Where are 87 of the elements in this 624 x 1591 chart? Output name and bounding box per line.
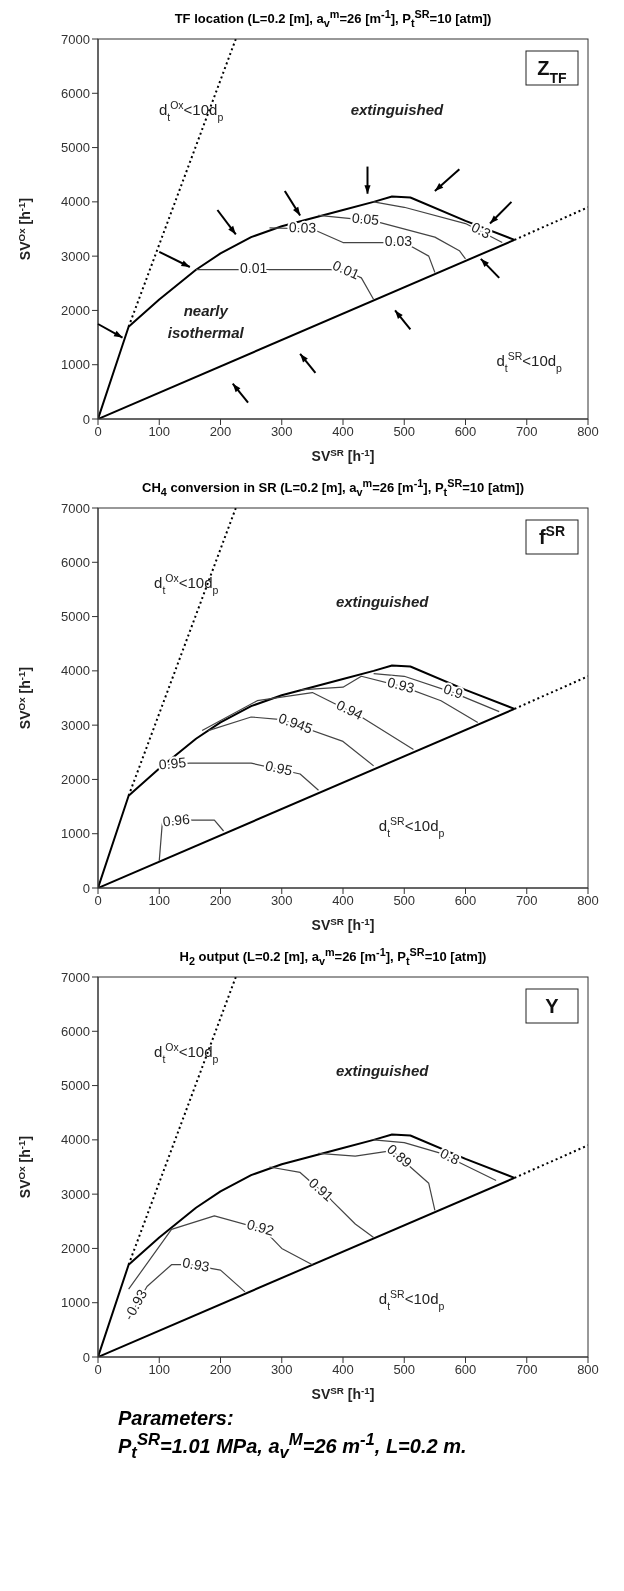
text: 0.96	[161, 810, 191, 830]
annotation: Y	[545, 994, 560, 1017]
text: 0.89	[384, 1140, 416, 1171]
x-tick-label: 700	[515, 424, 538, 440]
y-tick-label: 4000	[61, 663, 90, 679]
x-tick-label: 800	[577, 893, 599, 909]
y-tick-label: 4000	[61, 1132, 90, 1148]
x-tick-label: 0	[94, 1362, 102, 1377]
y-tick-label: 3000	[61, 248, 90, 264]
annotation: nearly isothermal	[167, 302, 245, 342]
x-axis-title: SV$^{SR}$ [h$^{-1}$]	[311, 446, 375, 464]
annotation: extinguished	[335, 1061, 430, 1079]
y-tick-label: 0	[82, 1349, 90, 1365]
text: 0.05	[351, 209, 381, 228]
x-axis-title: SV$^{SR}$ [h$^{-1}$]	[311, 1384, 375, 1402]
annotation: f$^{SR}$	[538, 522, 566, 548]
x-tick-label: 500	[393, 424, 416, 440]
x-tick-label: 300	[270, 893, 293, 909]
annotation: d$_{t}$$^{Ox}$<10d$_{p}$	[154, 1040, 219, 1065]
y-tick-label: 5000	[61, 1077, 90, 1093]
y-tick-label: 2000	[61, 302, 90, 318]
y-tick-label: 1000	[61, 357, 90, 373]
text: 0.93	[181, 1253, 211, 1275]
y-tick-label: 7000	[61, 969, 90, 985]
annotation: d$_{t}$$^{Ox}$<10d$_{p}$	[154, 571, 219, 596]
y-tick-label: 3000	[61, 1186, 90, 1202]
x-tick-label: 100	[148, 893, 171, 909]
text: 0.3	[468, 218, 494, 242]
text: 0.95	[263, 757, 294, 779]
x-tick-label: 100	[148, 1362, 171, 1377]
x-tick-label: 200	[209, 1362, 232, 1377]
x-tick-label: 0	[94, 893, 102, 909]
text: 0.8	[437, 1144, 463, 1168]
text: 0.94	[333, 696, 366, 723]
annotation: extinguished	[335, 592, 430, 610]
x-tick-label: 400	[332, 1362, 354, 1377]
y-tick-label: 3000	[61, 717, 90, 733]
y-tick-label: 1000	[61, 1295, 90, 1311]
x-tick-label: 300	[270, 424, 293, 440]
y-tick-label: 6000	[61, 554, 90, 570]
y-tick-label: 5000	[61, 609, 90, 625]
text: 0.9	[441, 680, 466, 702]
annotation: extinguished	[350, 100, 444, 118]
text: 0.93	[385, 673, 417, 696]
y-tick-label: 7000	[61, 31, 90, 47]
text: Parameters:	[117, 1406, 235, 1430]
y-tick-label: 6000	[61, 1023, 90, 1039]
annotation: d$_{t}$$^{SR}$<10d$_{p}$	[496, 349, 563, 374]
chart-title: H$_{2}$ output (L=0.2 [m], a$_{v}$$^{m}$=26 [m$^{-1}$], P$_{t}$$^{SR}$=10 [atm])	[179, 945, 487, 967]
text: 0.945	[276, 709, 315, 737]
y-tick-label: 0	[82, 880, 90, 896]
x-tick-label: 600	[454, 424, 477, 440]
x-tick-label: 700	[515, 1362, 538, 1377]
x-tick-label: 500	[393, 1362, 416, 1377]
text: 0.93	[122, 1286, 151, 1318]
x-tick-label: 200	[209, 424, 232, 440]
annotation: Z$_{TF}$	[537, 56, 568, 86]
y-tick-label: 2000	[61, 1240, 90, 1256]
x-tick-label: 600	[454, 893, 477, 909]
y-tick-label: 1000	[61, 826, 90, 842]
x-tick-label: 300	[270, 1362, 293, 1377]
x-tick-label: 800	[577, 424, 599, 440]
text: 0.01	[330, 256, 362, 283]
chart-title: TF location (L=0.2 [m], a$_{v}$$^{m}$=26 [m$^{-1}$], P$_{t}$$^{SR}$=10 [atm])	[174, 8, 492, 29]
x-tick-label: 100	[148, 424, 171, 440]
y-tick-label: 0	[82, 411, 90, 427]
x-tick-label: 400	[332, 893, 354, 909]
y-tick-label: 6000	[61, 85, 90, 101]
x-tick-label: 400	[332, 424, 354, 440]
x-tick-label: 700	[515, 893, 538, 909]
y-tick-label: 4000	[61, 194, 90, 210]
text: 0.92	[245, 1215, 276, 1239]
text: 0.95	[158, 754, 187, 773]
text: P$_{t}$$^{SR}$=1.01 MPa, a$_{v}$$^{M}$=26 m$^{-1}$, L=0.2 m.	[118, 1429, 467, 1462]
x-tick-label: 200	[209, 893, 232, 909]
y-tick-label: 7000	[61, 500, 90, 516]
chart-title: CH$_{4}$ conversion in SR (L=0.2 [m], a$_{v}$$^{m}$=26 [m$^{-1}$], P$_{t}$$^{SR}$=10 [atm])	[142, 476, 524, 498]
x-tick-label: 0	[94, 424, 102, 440]
x-tick-label: 800	[577, 1362, 599, 1377]
x-axis-title: SV$^{SR}$ [h$^{-1}$]	[311, 915, 375, 933]
annotation: d$_{t}$$^{SR}$<10d$_{p}$	[378, 814, 445, 839]
x-tick-label: 600	[454, 1362, 477, 1377]
x-tick-label: 500	[393, 893, 416, 909]
y-tick-label: 5000	[61, 140, 90, 156]
y-tick-label: 2000	[61, 771, 90, 787]
annotation: d$_{t}$$^{SR}$<10d$_{p}$	[378, 1287, 445, 1312]
annotation: d$_{t}$$^{Ox}$<10d$_{p}$	[158, 98, 224, 123]
